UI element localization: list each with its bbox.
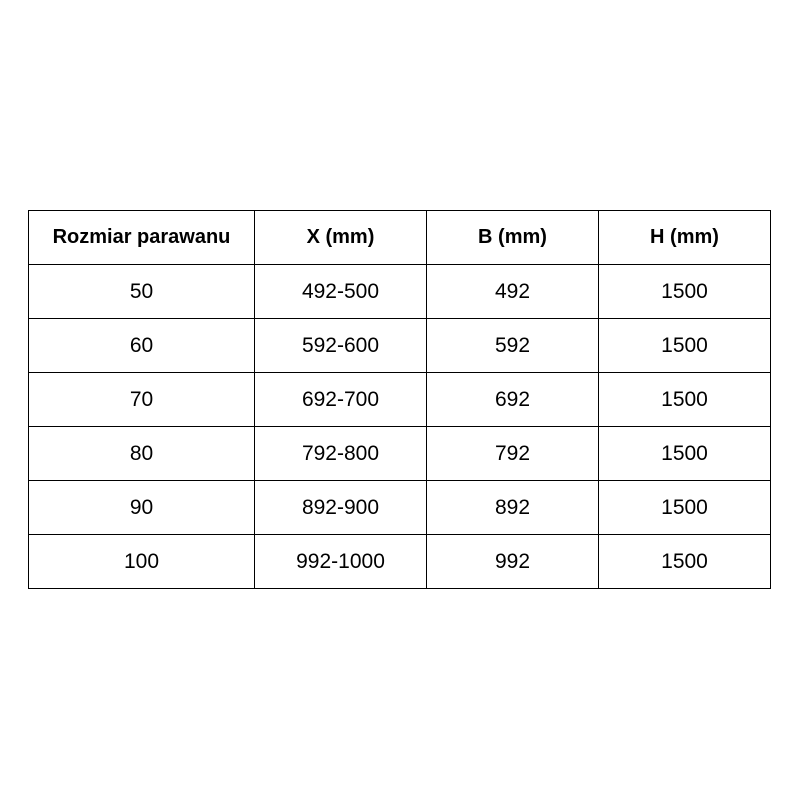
cell-size: 60: [28, 318, 255, 373]
header-size: Rozmiar parawanu: [28, 210, 255, 265]
cell-h: 1500: [598, 426, 771, 481]
cell-h: 1500: [598, 372, 771, 427]
cell-x: 692-700: [254, 372, 427, 427]
table-row: 90 892-900 892 1500: [28, 480, 771, 535]
cell-b: 792: [426, 426, 599, 481]
dimensions-table: Rozmiar parawanu X (mm) B (mm) H (mm) 50…: [28, 210, 771, 589]
table-row: 80 792-800 792 1500: [28, 426, 771, 481]
header-h: H (mm): [598, 210, 771, 265]
cell-b: 992: [426, 534, 599, 589]
table-row: 100 992-1000 992 1500: [28, 534, 771, 589]
cell-b: 492: [426, 264, 599, 319]
cell-h: 1500: [598, 480, 771, 535]
table-row: 50 492-500 492 1500: [28, 264, 771, 319]
header-row: Rozmiar parawanu X (mm) B (mm) H (mm): [28, 210, 771, 265]
header-x: X (mm): [254, 210, 427, 265]
cell-x: 592-600: [254, 318, 427, 373]
cell-x: 992-1000: [254, 534, 427, 589]
cell-size: 70: [28, 372, 255, 427]
cell-h: 1500: [598, 534, 771, 589]
table-row: 60 592-600 592 1500: [28, 318, 771, 373]
cell-x: 492-500: [254, 264, 427, 319]
cell-size: 80: [28, 426, 255, 481]
cell-b: 892: [426, 480, 599, 535]
cell-size: 100: [28, 534, 255, 589]
cell-b: 692: [426, 372, 599, 427]
cell-x: 892-900: [254, 480, 427, 535]
cell-size: 90: [28, 480, 255, 535]
cell-x: 792-800: [254, 426, 427, 481]
header-b: B (mm): [426, 210, 599, 265]
cell-h: 1500: [598, 264, 771, 319]
table-row: 70 692-700 692 1500: [28, 372, 771, 427]
cell-size: 50: [28, 264, 255, 319]
cell-b: 592: [426, 318, 599, 373]
cell-h: 1500: [598, 318, 771, 373]
